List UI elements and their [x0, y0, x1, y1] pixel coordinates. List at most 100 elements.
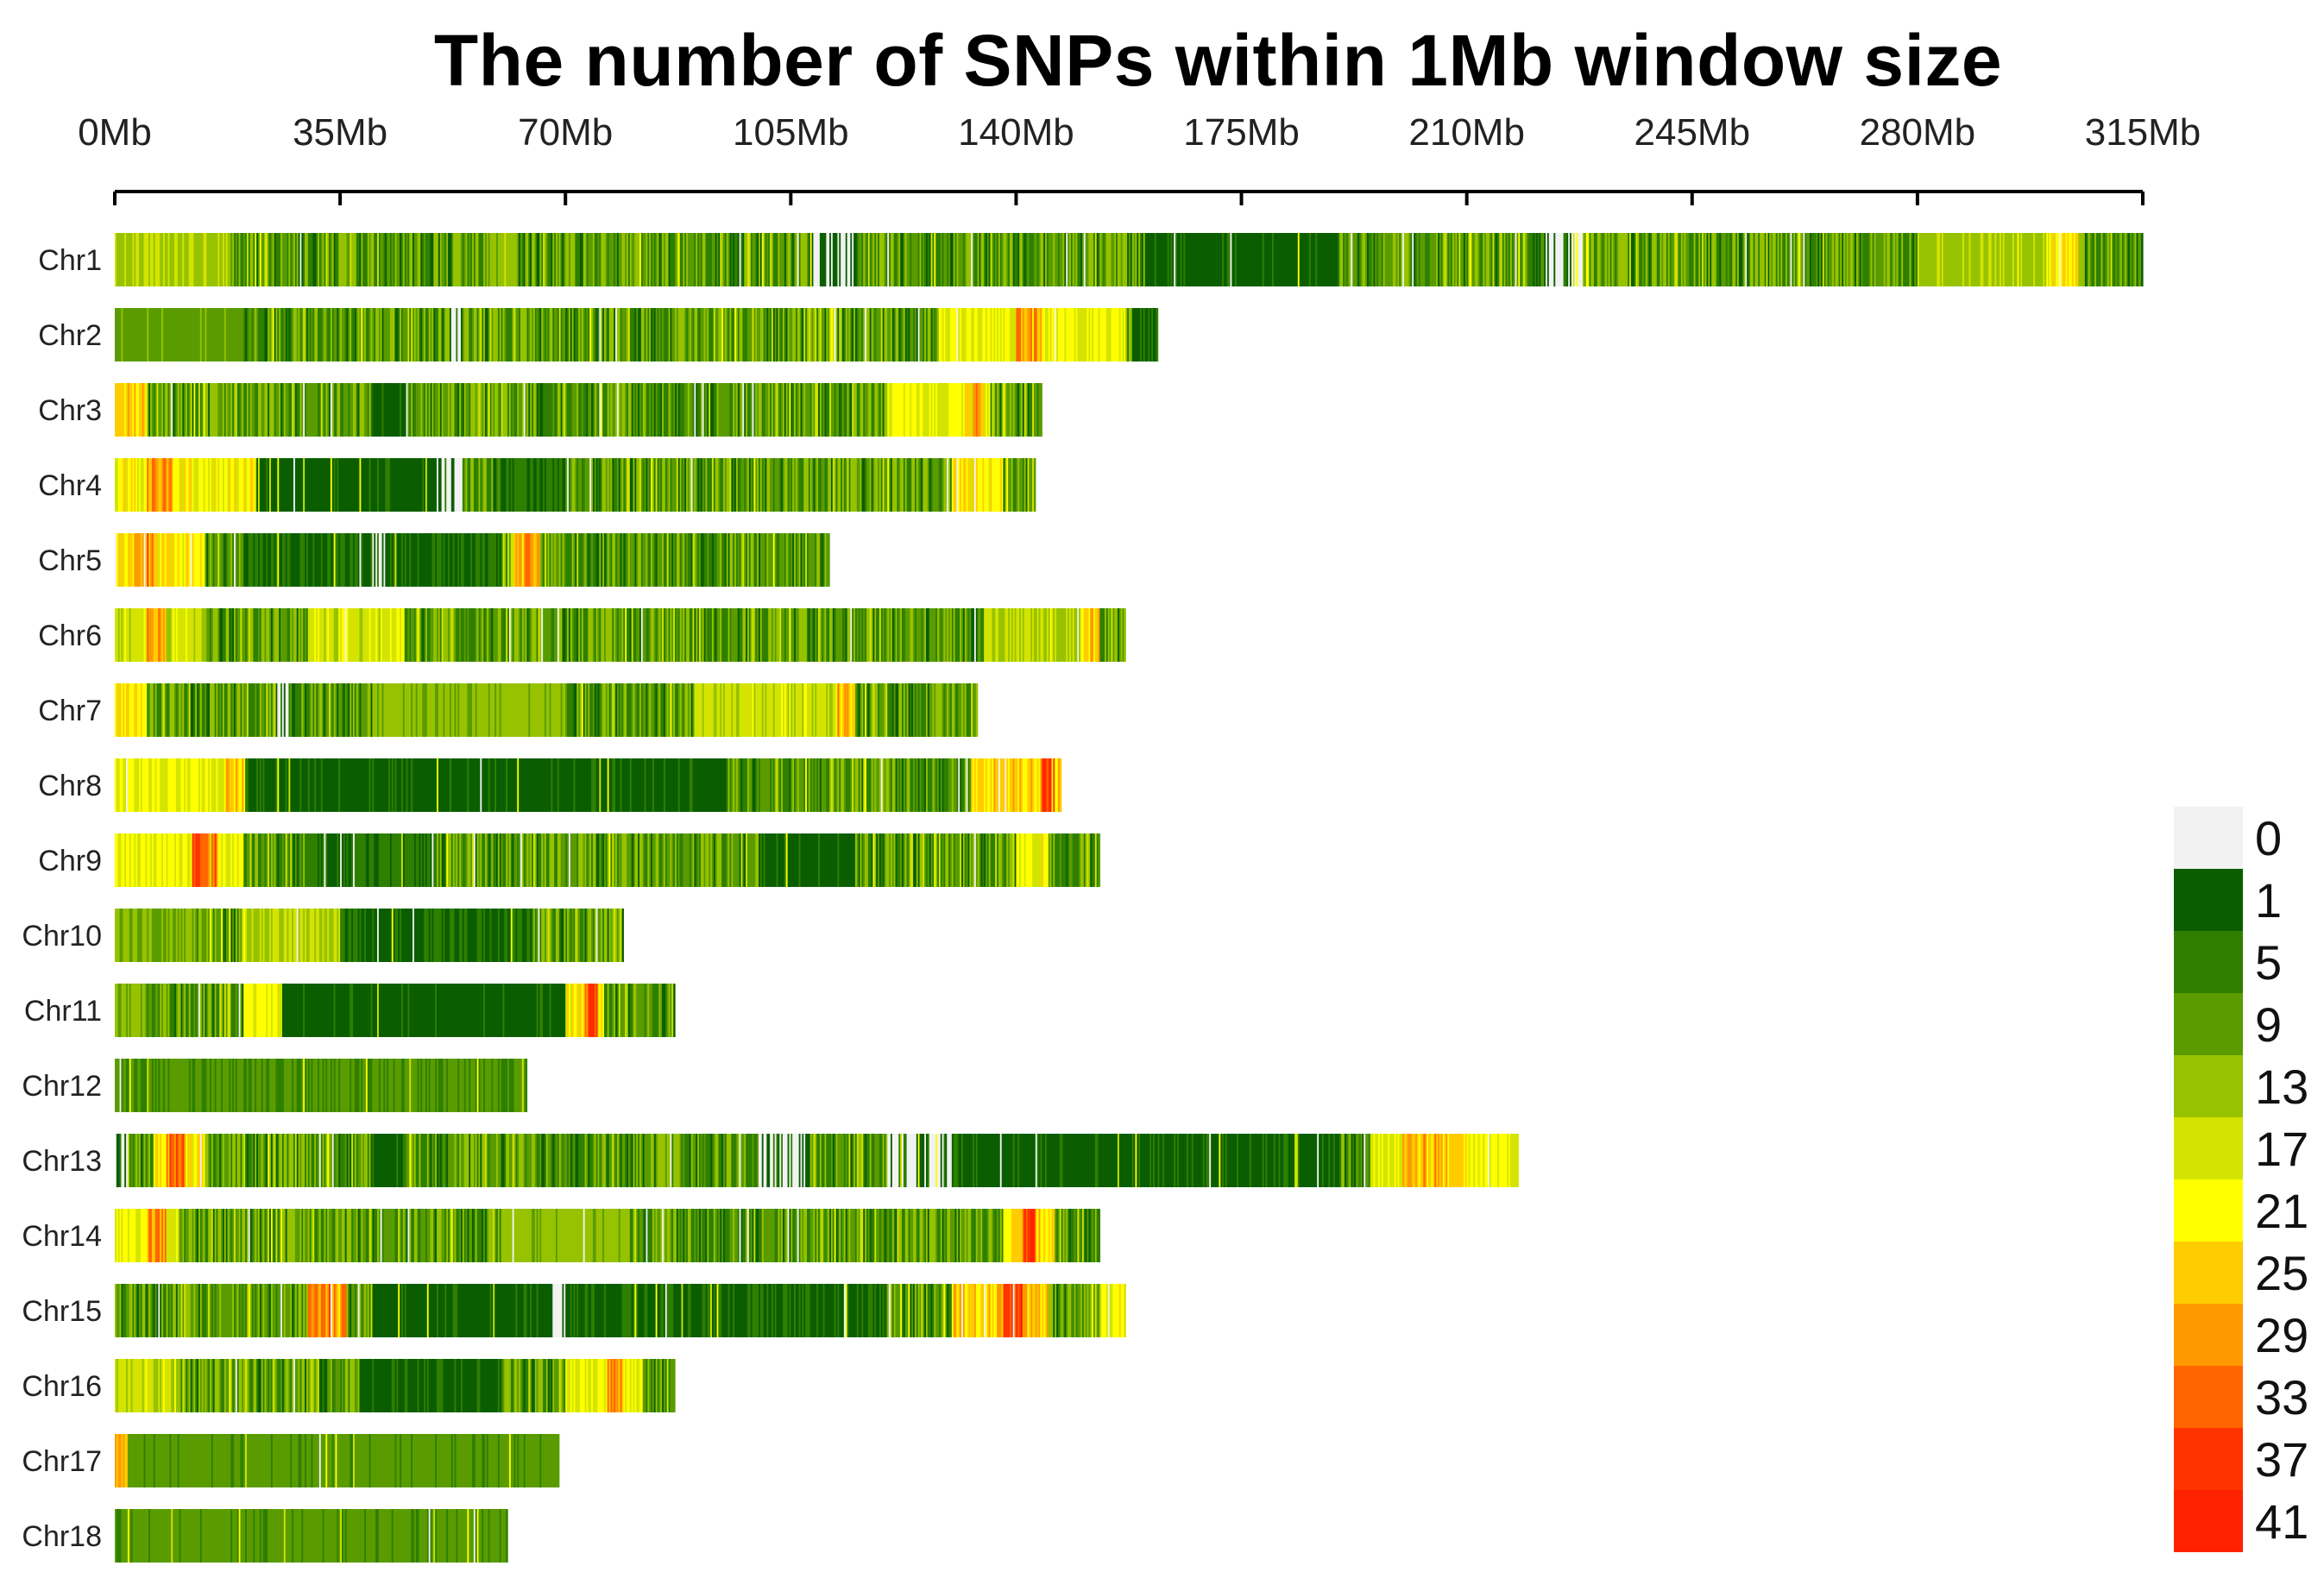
snp-density-window: [137, 308, 140, 362]
snp-density-window: [1658, 233, 1661, 286]
snp-density-window: [437, 383, 439, 437]
snp-density-window: [419, 308, 421, 362]
snp-density-window: [794, 308, 797, 362]
snp-density-window: [588, 308, 590, 362]
snp-density-window: [1011, 383, 1014, 437]
snp-density-window: [1857, 233, 1861, 286]
snp-density-window: [528, 458, 531, 512]
snp-density-window: [1001, 458, 1005, 512]
snp-density-window: [368, 458, 372, 512]
snp-density-window: [496, 233, 499, 286]
snp-density-window: [270, 383, 274, 437]
snp-density-window: [2033, 233, 2036, 286]
snp-density-window: [413, 683, 417, 737]
snp-density-window: [885, 233, 888, 286]
snp-density-window: [592, 233, 595, 286]
snp-density-window: [638, 458, 640, 512]
snp-density-window: [649, 458, 652, 512]
snp-density-window: [710, 683, 713, 737]
snp-density-window: [186, 608, 190, 662]
snp-density-window: [491, 533, 494, 587]
snp-density-window: [828, 308, 830, 362]
snp-density-window: [372, 758, 375, 812]
snp-density-window: [138, 533, 142, 587]
snp-density-window: [305, 458, 307, 512]
snp-density-window: [964, 608, 967, 662]
snp-density-window: [853, 308, 856, 362]
snp-density-window: [558, 308, 562, 362]
snp-density-window: [784, 458, 787, 512]
snp-density-window: [785, 533, 789, 587]
snp-density-window: [919, 458, 923, 512]
snp-density-window: [1077, 233, 1080, 286]
snp-density-window: [707, 458, 709, 512]
snp-density-window: [746, 458, 748, 512]
snp-density-window: [354, 383, 357, 437]
snp-density-window: [1072, 608, 1075, 662]
snp-density-window: [792, 308, 795, 362]
snp-density-window: [288, 308, 291, 362]
snp-density-window: [616, 383, 620, 437]
snp-density-window: [718, 683, 721, 737]
snp-density-window: [1425, 233, 1427, 286]
snp-density-window: [303, 458, 305, 512]
snp-density-window: [544, 233, 547, 286]
snp-density-window: [1109, 608, 1112, 662]
snp-density-window: [116, 758, 119, 812]
snp-density-window: [1079, 308, 1081, 362]
snp-density-window: [294, 683, 298, 737]
snp-density-window: [1185, 233, 1187, 286]
snp-density-window: [982, 458, 985, 512]
snp-density-window: [575, 533, 577, 587]
snp-density-window: [979, 458, 982, 512]
snp-density-window: [528, 308, 531, 362]
snp-density-window: [1094, 308, 1098, 362]
snp-density-window: [1131, 233, 1135, 286]
snp-density-window: [400, 383, 404, 437]
snp-density-window: [1137, 233, 1139, 286]
snp-density-window: [127, 383, 130, 437]
snp-density-window: [803, 383, 806, 437]
snp-density-window: [489, 608, 493, 662]
snp-density-window: [1057, 233, 1061, 286]
snp-density-window: [999, 383, 1003, 437]
snp-density-window: [1384, 233, 1388, 286]
snp-density-window: [2047, 233, 2050, 286]
snp-density-window: [119, 308, 123, 362]
snp-density-window: [269, 533, 272, 587]
snp-density-window: [255, 683, 257, 737]
snp-density-window: [953, 458, 956, 512]
snp-density-window: [521, 233, 525, 286]
snp-density-window: [1922, 233, 1924, 286]
snp-density-window: [504, 458, 507, 512]
snp-density-window: [325, 533, 328, 587]
snp-density-window: [781, 533, 784, 587]
snp-density-window: [768, 608, 771, 662]
snp-density-window: [253, 458, 255, 512]
snp-density-window: [335, 758, 337, 812]
snp-density-window: [1822, 233, 1825, 286]
snp-density-window: [770, 683, 772, 737]
snp-density-window: [872, 458, 875, 512]
snp-density-window: [523, 758, 526, 812]
snp-density-window: [478, 608, 481, 662]
snp-density-window: [367, 383, 370, 437]
snp-density-window: [805, 383, 808, 437]
snp-density-window: [147, 308, 149, 362]
snp-density-window: [280, 608, 283, 662]
snp-density-window: [449, 233, 452, 286]
snp-density-window: [255, 233, 257, 286]
snp-density-window: [356, 308, 359, 362]
snp-density-window: [560, 608, 564, 662]
snp-density-window: [169, 533, 172, 587]
snp-density-window: [721, 533, 724, 587]
snp-density-window: [690, 233, 694, 286]
snp-density-window: [890, 383, 893, 437]
snp-density-window: [287, 683, 290, 737]
snp-density-window: [216, 758, 218, 812]
snp-density-window: [255, 608, 257, 662]
snp-density-window: [482, 758, 484, 812]
snp-density-window: [940, 308, 943, 362]
snp-density-window: [175, 533, 179, 587]
snp-density-window: [1894, 233, 1898, 286]
